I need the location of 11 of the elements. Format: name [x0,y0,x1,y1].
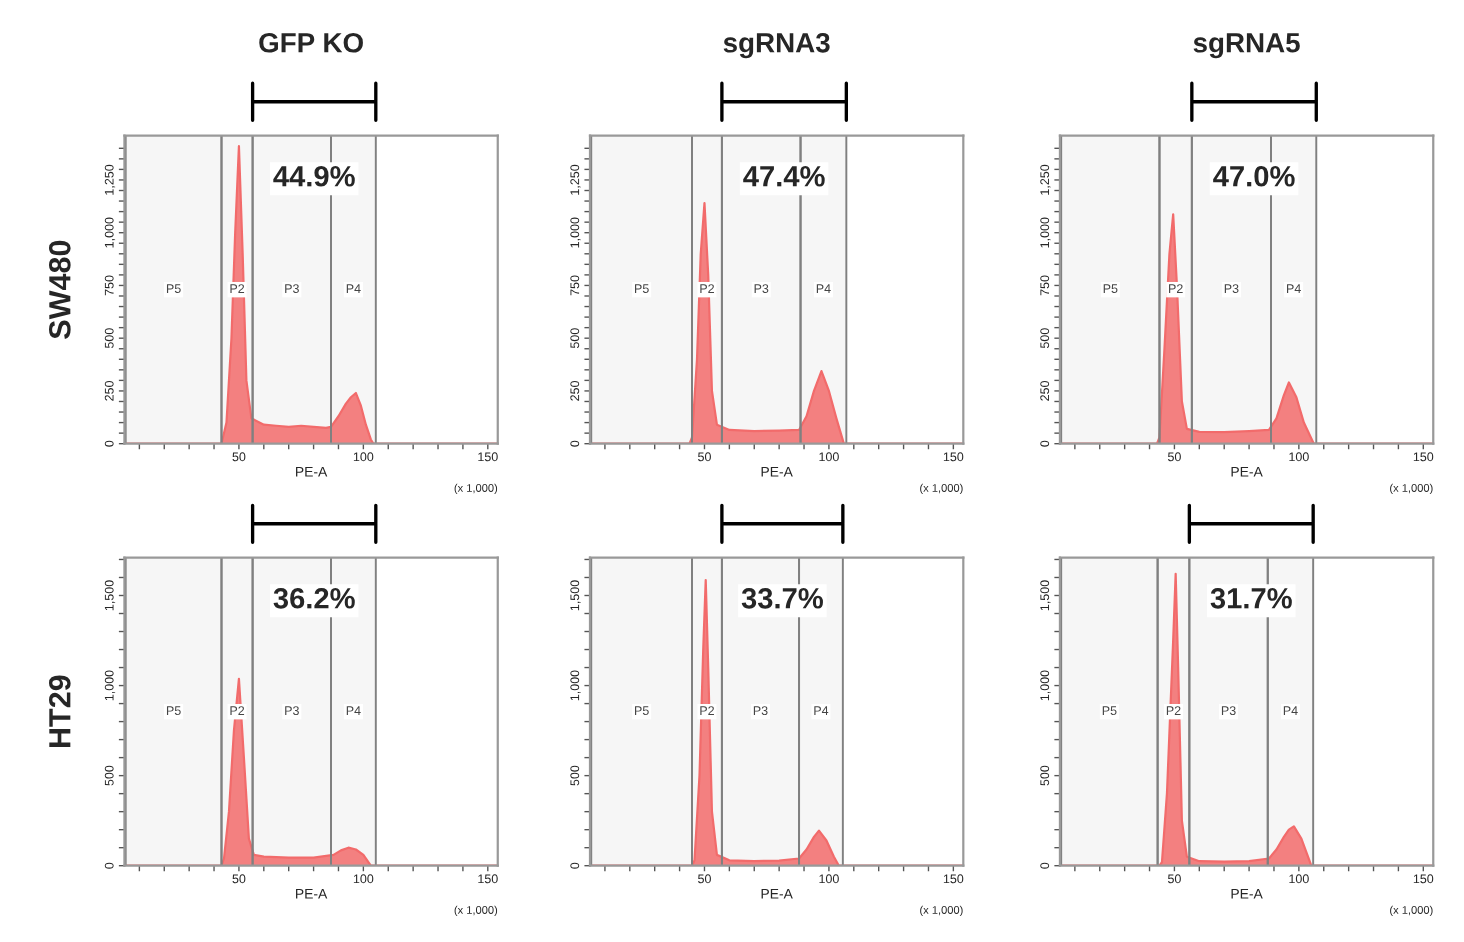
chart-title: GFP KO [259,32,363,53]
y-axis-title: HT29 [49,675,71,747]
annotation: 47.4% [743,166,825,187]
annotation: 33.7% [741,587,823,609]
annotation: 31.7% [1210,587,1292,609]
chart-title: sgRNA3 [723,32,830,59]
y-axis-title: SW480 [49,240,71,339]
annotation: 44.9% [273,165,355,187]
chart-title: sgRNA5 [1193,33,1300,59]
annotation: 47.0% [1213,165,1295,187]
annotation: 36.2% [273,587,355,609]
